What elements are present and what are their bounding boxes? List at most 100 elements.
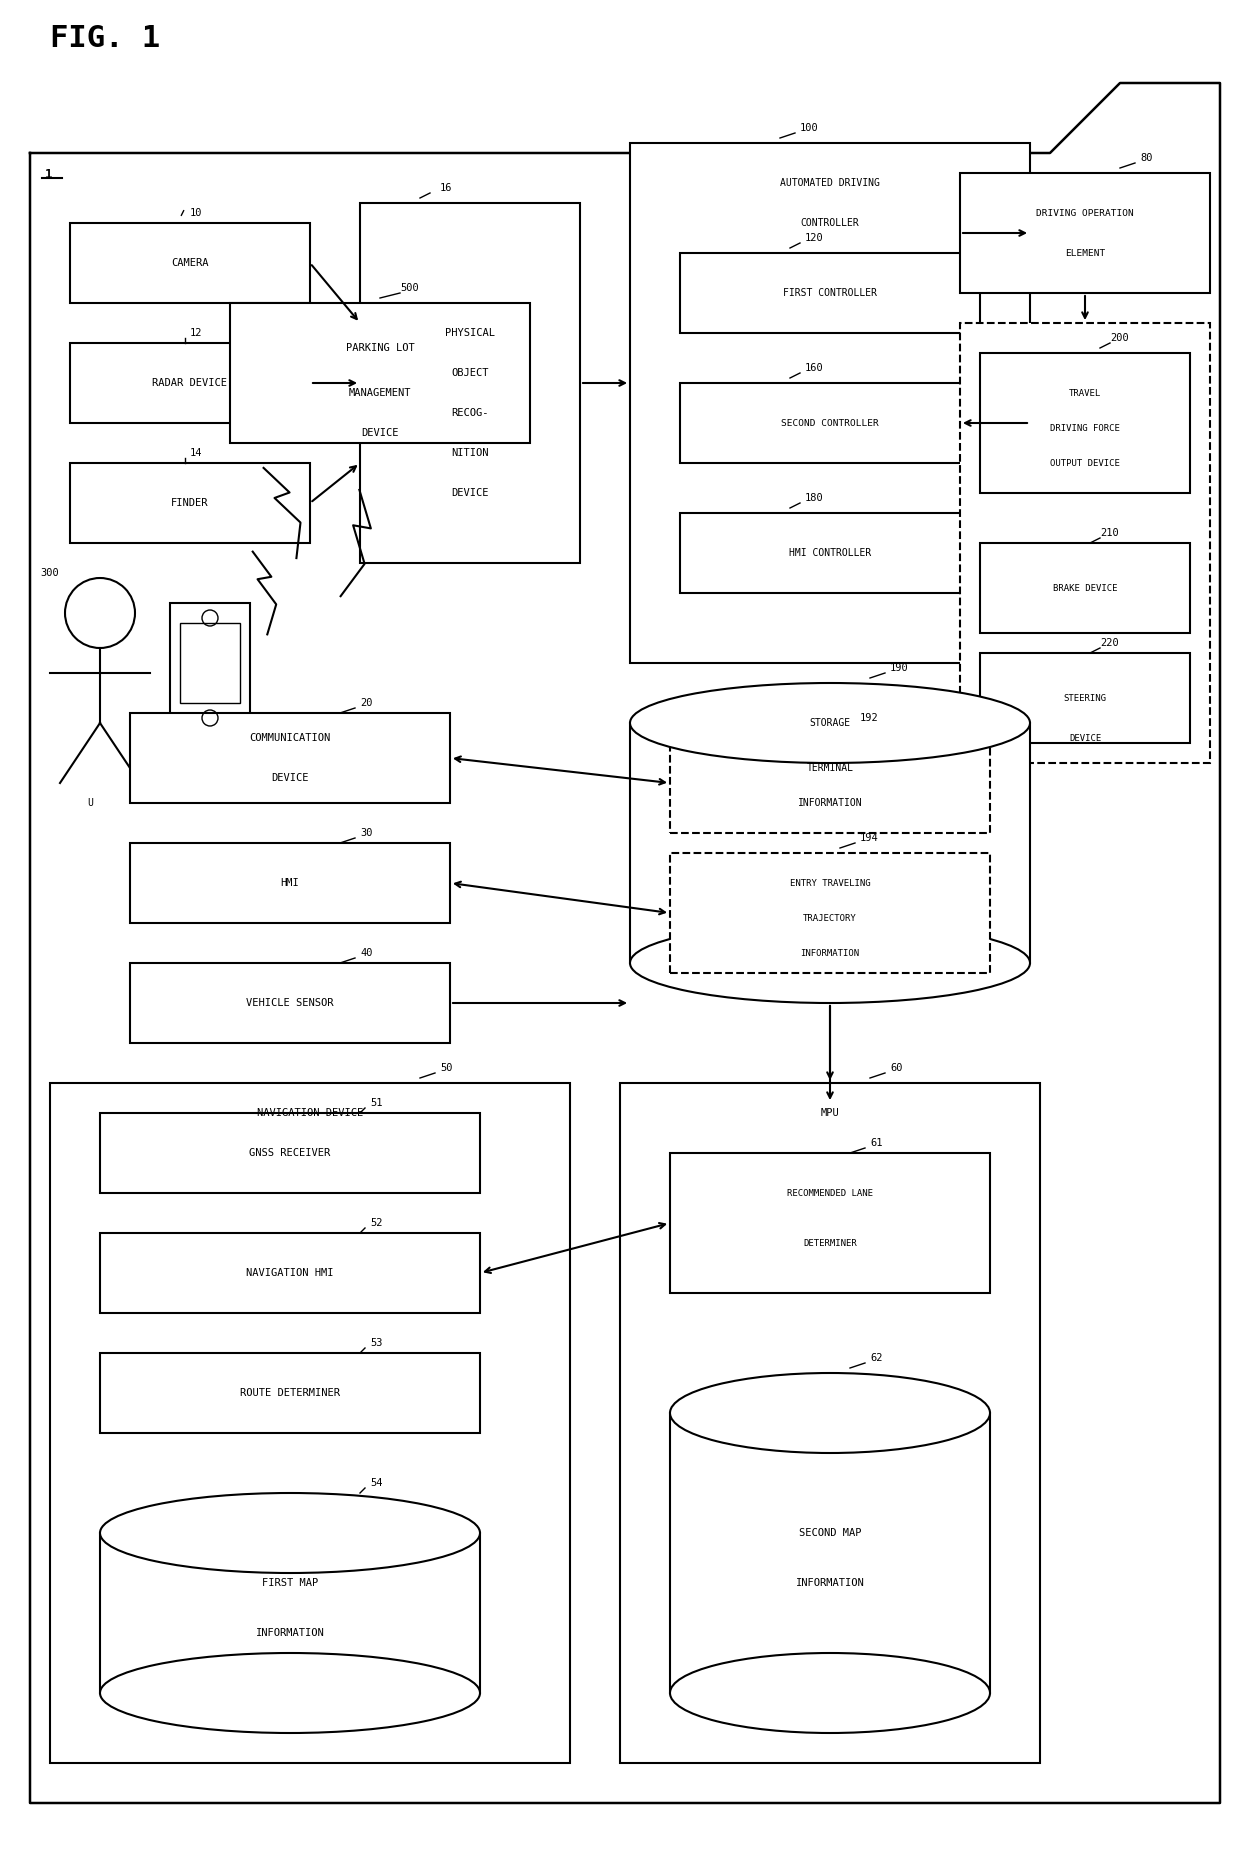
FancyBboxPatch shape	[630, 143, 1030, 663]
Text: 40: 40	[360, 949, 372, 958]
Text: TRAVEL: TRAVEL	[1069, 389, 1101, 398]
Text: 180: 180	[805, 493, 823, 502]
Text: DRIVING FORCE: DRIVING FORCE	[1050, 424, 1120, 432]
Text: ROUTE DETERMINER: ROUTE DETERMINER	[241, 1388, 340, 1397]
Text: SECOND MAP: SECOND MAP	[799, 1529, 862, 1538]
Text: U: U	[87, 799, 93, 808]
Text: 12: 12	[190, 328, 202, 337]
Text: 160: 160	[805, 363, 823, 372]
FancyBboxPatch shape	[670, 1414, 990, 1694]
Text: TERMINAL: TERMINAL	[806, 763, 853, 773]
Text: MANAGEMENT: MANAGEMENT	[348, 387, 412, 398]
Text: NITION: NITION	[451, 448, 489, 458]
Text: DEVICE: DEVICE	[272, 773, 309, 784]
FancyBboxPatch shape	[100, 1353, 480, 1432]
Text: FIRST MAP: FIRST MAP	[262, 1579, 319, 1588]
FancyBboxPatch shape	[69, 222, 310, 304]
Text: 30: 30	[360, 828, 372, 838]
Text: 16: 16	[440, 183, 453, 193]
Text: ENTRY TRAVELING: ENTRY TRAVELING	[790, 878, 870, 888]
Text: COMMUNICATION: COMMUNICATION	[249, 734, 331, 743]
Text: STORAGE: STORAGE	[810, 717, 851, 728]
Text: BRAKE DEVICE: BRAKE DEVICE	[1053, 584, 1117, 593]
Ellipse shape	[100, 1653, 480, 1733]
Ellipse shape	[630, 923, 1030, 1002]
FancyBboxPatch shape	[100, 1114, 480, 1193]
Text: 100: 100	[800, 122, 818, 133]
Text: INFORMATION: INFORMATION	[801, 949, 859, 958]
Text: ELEMENT: ELEMENT	[1065, 248, 1105, 258]
Text: DETERMINER: DETERMINER	[804, 1238, 857, 1247]
Text: HMI CONTROLLER: HMI CONTROLLER	[789, 548, 872, 558]
FancyBboxPatch shape	[130, 843, 450, 923]
FancyBboxPatch shape	[360, 204, 580, 563]
FancyBboxPatch shape	[620, 1082, 1040, 1762]
Text: CAMERA: CAMERA	[171, 258, 208, 269]
Text: RECOG-: RECOG-	[451, 408, 489, 419]
Text: FINDER: FINDER	[171, 498, 208, 508]
FancyBboxPatch shape	[680, 513, 980, 593]
Text: 120: 120	[805, 233, 823, 243]
Text: 220: 220	[1100, 637, 1118, 649]
Text: PHYSICAL: PHYSICAL	[445, 328, 495, 337]
Text: NAVIGATION HMI: NAVIGATION HMI	[247, 1267, 334, 1279]
Text: FIG. 1: FIG. 1	[50, 24, 160, 54]
Text: 200: 200	[1110, 334, 1128, 343]
Text: GNSS RECEIVER: GNSS RECEIVER	[249, 1149, 331, 1158]
FancyBboxPatch shape	[130, 713, 450, 802]
Text: 194: 194	[861, 834, 879, 843]
Text: 300: 300	[40, 569, 58, 578]
Text: OUTPUT DEVICE: OUTPUT DEVICE	[1050, 458, 1120, 467]
FancyBboxPatch shape	[670, 1153, 990, 1293]
FancyBboxPatch shape	[630, 723, 1030, 964]
Text: DEVICE: DEVICE	[361, 428, 399, 437]
FancyBboxPatch shape	[170, 602, 250, 734]
FancyBboxPatch shape	[680, 254, 980, 334]
FancyBboxPatch shape	[130, 964, 450, 1043]
FancyBboxPatch shape	[100, 1232, 480, 1314]
Text: 51: 51	[370, 1099, 382, 1108]
FancyBboxPatch shape	[980, 543, 1190, 634]
FancyBboxPatch shape	[680, 384, 980, 463]
FancyBboxPatch shape	[670, 852, 990, 973]
Text: 54: 54	[370, 1479, 382, 1488]
Text: FIRST CONTROLLER: FIRST CONTROLLER	[782, 287, 877, 298]
Text: DRIVING OPERATION: DRIVING OPERATION	[1037, 209, 1133, 217]
Text: VEHICLE SENSOR: VEHICLE SENSOR	[247, 999, 334, 1008]
Text: HMI: HMI	[280, 878, 299, 888]
Text: MPU: MPU	[821, 1108, 839, 1117]
Text: 10: 10	[190, 208, 202, 219]
FancyBboxPatch shape	[960, 172, 1210, 293]
Text: 52: 52	[370, 1217, 382, 1229]
Text: 62: 62	[870, 1353, 883, 1364]
Text: 192: 192	[861, 713, 879, 723]
Text: STEERING: STEERING	[1064, 693, 1106, 702]
Text: RADAR DEVICE: RADAR DEVICE	[153, 378, 227, 387]
FancyBboxPatch shape	[180, 623, 241, 702]
Ellipse shape	[670, 1373, 990, 1453]
Text: CONTROLLER: CONTROLLER	[801, 219, 859, 228]
Text: 20: 20	[360, 699, 372, 708]
FancyBboxPatch shape	[229, 304, 529, 443]
Text: TRAJECTORY: TRAJECTORY	[804, 914, 857, 923]
FancyBboxPatch shape	[670, 734, 990, 834]
Text: 190: 190	[890, 663, 909, 673]
FancyBboxPatch shape	[50, 1082, 570, 1762]
Text: DEVICE: DEVICE	[451, 487, 489, 498]
Text: 210: 210	[1100, 528, 1118, 537]
Text: 60: 60	[890, 1064, 903, 1073]
Text: 1: 1	[45, 169, 52, 182]
Text: RECOMMENDED LANE: RECOMMENDED LANE	[787, 1188, 873, 1197]
FancyBboxPatch shape	[100, 1532, 480, 1694]
Text: 53: 53	[370, 1338, 382, 1347]
FancyBboxPatch shape	[980, 354, 1190, 493]
Text: 50: 50	[440, 1064, 453, 1073]
FancyBboxPatch shape	[980, 652, 1190, 743]
Text: INFORMATION: INFORMATION	[797, 799, 862, 808]
Text: SECOND CONTROLLER: SECOND CONTROLLER	[781, 419, 879, 428]
Ellipse shape	[100, 1494, 480, 1573]
Text: 14: 14	[190, 448, 202, 458]
Text: 61: 61	[870, 1138, 883, 1149]
Text: INFORMATION: INFORMATION	[255, 1629, 325, 1638]
Ellipse shape	[630, 684, 1030, 763]
